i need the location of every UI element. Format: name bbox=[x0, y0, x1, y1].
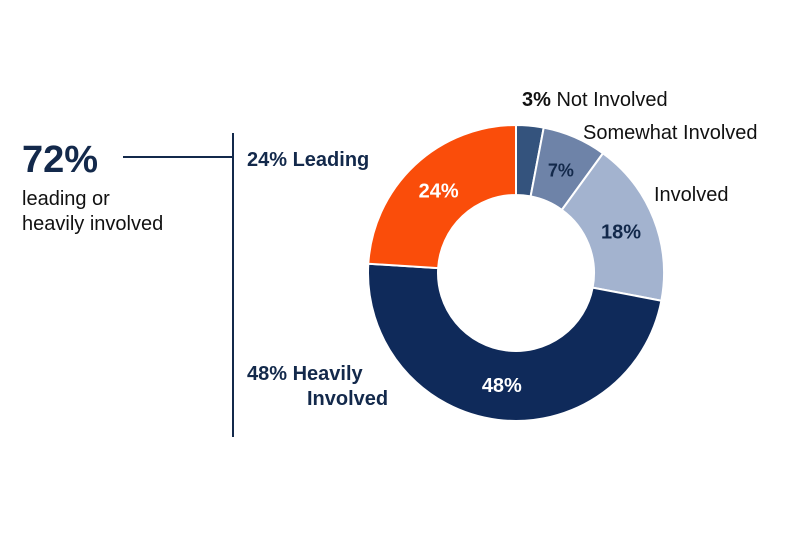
callout-percentage: 72% bbox=[22, 139, 99, 181]
outer-label-somewhat-text: Somewhat Involved bbox=[583, 122, 758, 144]
outer-label-involved: Involved bbox=[654, 183, 729, 207]
slice-label-involved: 18% bbox=[601, 221, 641, 243]
group-label-leading-text: 24% Leading bbox=[247, 149, 370, 171]
slice-label-leading: 24% bbox=[419, 181, 459, 203]
donut-slice-labels: 7% 18% 48% 24% bbox=[419, 160, 642, 397]
slice-involved bbox=[560, 151, 665, 302]
group-label-heavily-line-1: 48% Heavily bbox=[247, 363, 363, 385]
callout-description: leading or heavily involved bbox=[22, 187, 222, 237]
group-label-heavily-line-2: Involved bbox=[307, 388, 389, 410]
group-label-leading: 24% Leading bbox=[247, 148, 369, 173]
outer-label-not-involved: 3% Not Involved bbox=[522, 88, 668, 112]
donut-slices bbox=[367, 123, 665, 422]
slice-leading bbox=[367, 123, 517, 270]
outer-label-somewhat-involved: Somewhat Involved bbox=[583, 121, 758, 145]
outer-label-not-involved-text: Not Involved bbox=[556, 89, 668, 111]
group-label-heavily-involved: 48% Heavily Involved bbox=[247, 362, 388, 412]
callout-line-2: heavily involved bbox=[22, 213, 164, 235]
slice-label-heavily-involved: 48% bbox=[482, 375, 522, 397]
outer-label-involved-text: Involved bbox=[654, 184, 729, 206]
slice-heavily-involved bbox=[367, 262, 663, 422]
callout-line-1: leading or bbox=[22, 188, 110, 210]
slice-label-somewhat-involved: 7% bbox=[548, 160, 574, 180]
outer-label-not-involved-pct: 3% bbox=[522, 89, 551, 111]
